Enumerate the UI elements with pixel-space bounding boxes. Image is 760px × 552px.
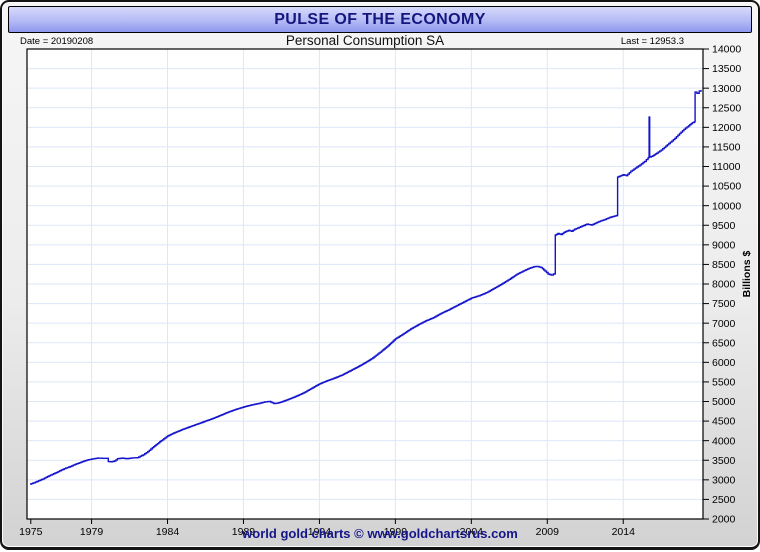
y-tick-label: 5500 [712, 377, 736, 389]
y-tick-label: 6500 [712, 337, 736, 349]
last-value-label: Last = 12953.3 [620, 36, 684, 47]
y-tick-label: 14000 [712, 44, 741, 56]
y-axis-title: Billions $ [741, 251, 753, 298]
y-tick-label: 13000 [712, 83, 741, 95]
y-tick-label: 7000 [712, 318, 736, 330]
y-tick-label: 11500 [712, 142, 741, 154]
x-tick-label: 1999 [384, 526, 408, 538]
x-tick-label: 1994 [308, 526, 332, 538]
page-title: PULSE OF THE ECONOMY [274, 10, 486, 28]
chart-subtitle: Personal Consumption SA [285, 33, 445, 48]
y-tick-label: 10500 [712, 181, 741, 193]
y-tick-label: 8000 [712, 279, 736, 291]
y-tick-label: 2000 [712, 514, 736, 526]
y-tick-label: 9000 [712, 239, 736, 251]
x-tick-label: 1979 [80, 526, 104, 538]
footer-credit: world gold charts © www.goldchartsrus.co… [242, 526, 518, 541]
y-tick-label: 3000 [712, 474, 736, 486]
x-tick-label: 1984 [156, 526, 180, 538]
y-tick-label: 2500 [712, 494, 736, 506]
y-tick-label: 9500 [712, 220, 736, 232]
y-tick-label: 8500 [712, 259, 736, 271]
y-tick-label: 3500 [712, 455, 736, 467]
date-label: Date = 20190208 [20, 36, 94, 47]
y-tick-label: 5000 [712, 396, 736, 408]
x-tick-label: 1989 [232, 526, 256, 538]
y-tick-label: 12000 [712, 122, 741, 134]
title-bar: PULSE OF THE ECONOMY [8, 6, 752, 33]
y-tick-label: 11000 [712, 161, 741, 173]
y-tick-label: 6000 [712, 357, 736, 369]
y-tick-label: 10000 [712, 200, 741, 212]
y-tick-label: 4000 [712, 435, 736, 447]
y-tick-label: 4500 [712, 416, 736, 428]
y-tick-label: 12500 [712, 102, 741, 114]
x-tick-label: 2004 [460, 526, 484, 538]
y-tick-label: 7500 [712, 298, 736, 310]
y-tick-label: 13500 [712, 63, 741, 75]
data-series-line [30, 90, 702, 485]
x-tick-label: 1975 [19, 526, 43, 538]
x-tick-label: 2014 [612, 526, 636, 538]
x-tick-label: 2009 [536, 526, 560, 538]
